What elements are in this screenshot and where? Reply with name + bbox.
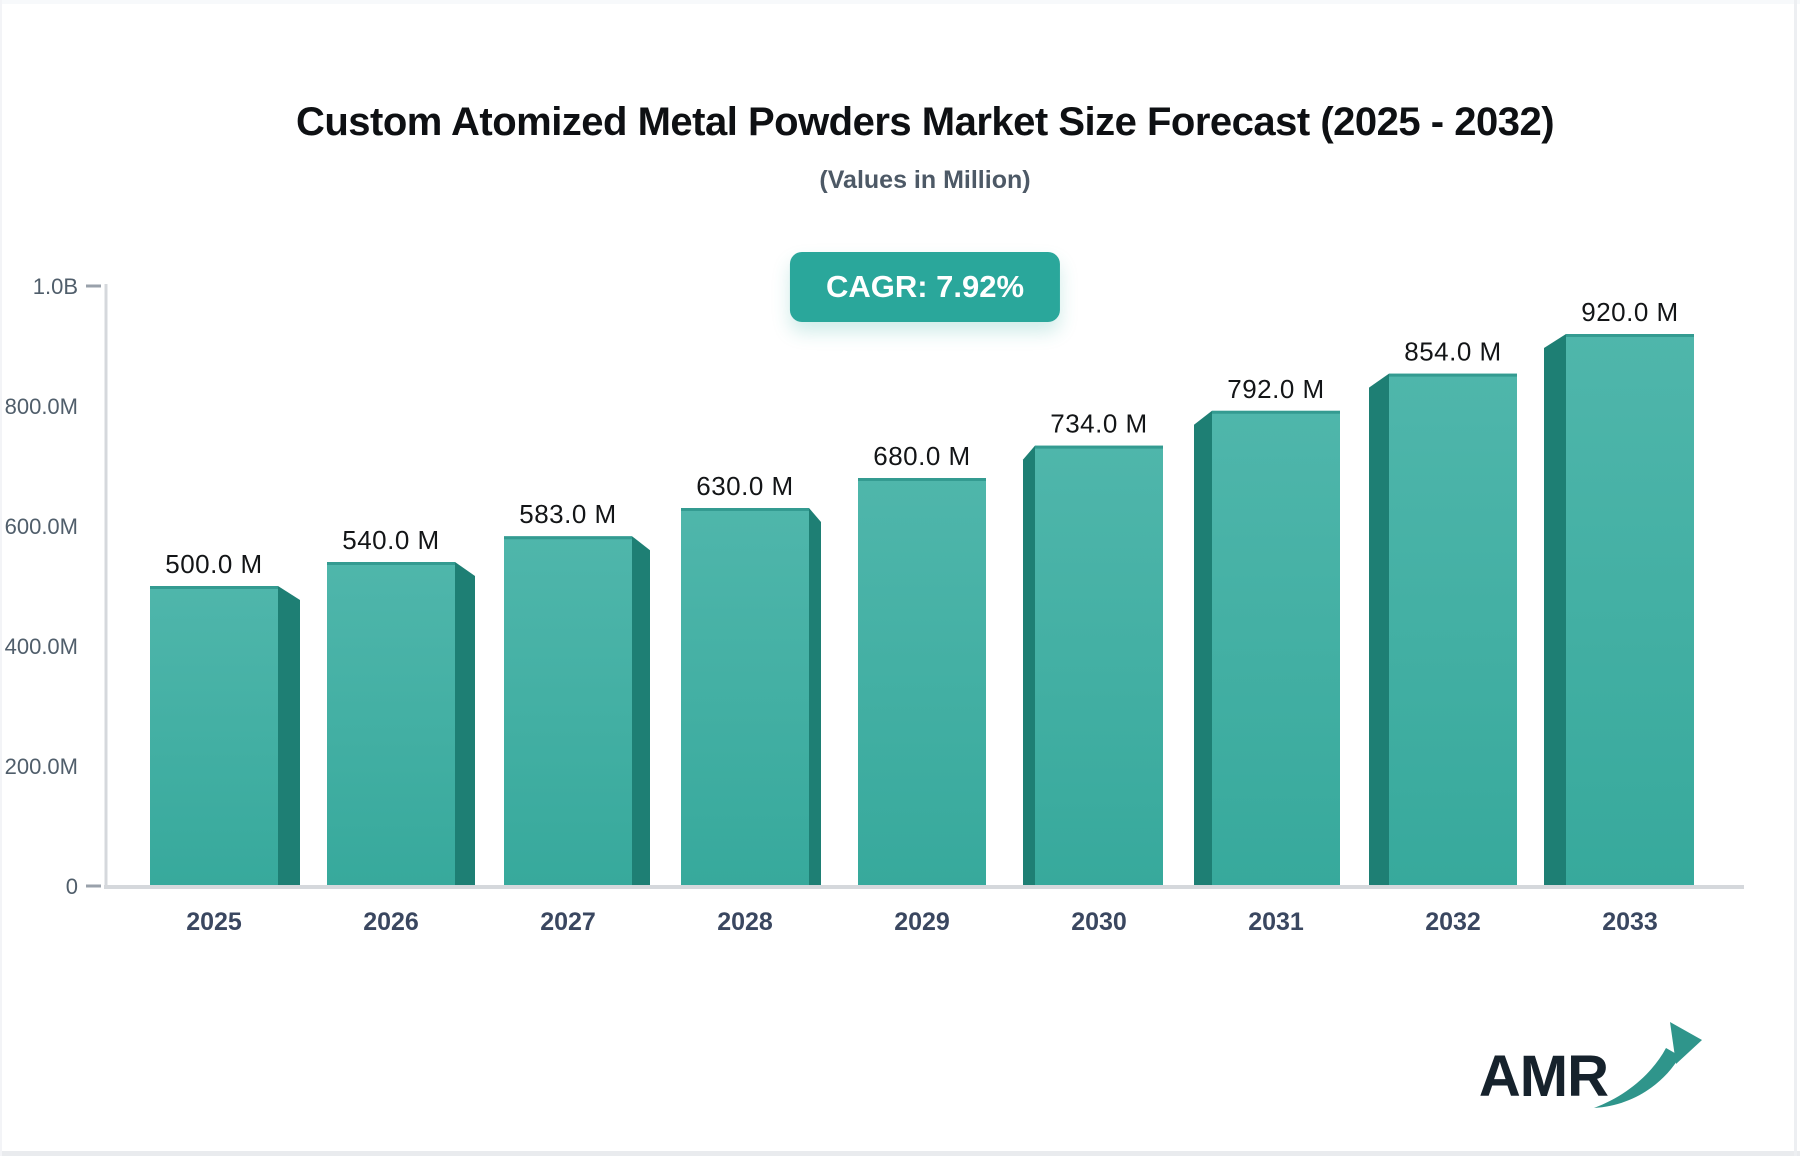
bar-2028 [681, 508, 809, 886]
x-axis-label: 2025 [186, 908, 242, 936]
y-axis-tick-label: 800.0M [5, 394, 78, 419]
top-edge-strip [0, 0, 1800, 4]
growth-arrow-icon [1594, 1022, 1702, 1108]
bar-value-label: 854.0 M [1404, 337, 1501, 367]
y-axis-tick-label: 1.0B [33, 274, 78, 299]
bar-2033 [1566, 334, 1694, 886]
x-axis-label: 2032 [1425, 908, 1481, 936]
x-axis-label: 2028 [717, 908, 773, 936]
bar-value-label: 500.0 M [165, 549, 262, 579]
bar-2029 [858, 478, 986, 886]
bar-value-label: 630.0 M [696, 471, 793, 501]
bar-side-face [455, 562, 475, 886]
x-axis-label: 2027 [540, 908, 596, 936]
page-subtitle: (Values in Million) [819, 166, 1031, 194]
x-axis-label: 2031 [1248, 908, 1304, 936]
bar-value-label: 680.0 M [873, 441, 970, 471]
bar-value-label: 920.0 M [1581, 297, 1678, 327]
bar-side-face [632, 536, 650, 886]
bar-side-face [809, 508, 821, 886]
bar-value-label: 734.0 M [1050, 409, 1147, 439]
y-axis-tick-label: 400.0M [5, 634, 78, 659]
bar-value-label: 540.0 M [342, 525, 439, 555]
bottom-edge-strip [0, 1151, 1800, 1156]
page-title: Custom Atomized Metal Powders Market Siz… [295, 100, 1555, 144]
bar-side-face [1194, 410, 1212, 886]
bar-2026 [327, 562, 455, 886]
bar-side-face [1369, 373, 1389, 887]
amr-logo: AMR [1478, 1020, 1704, 1109]
bar-2031 [1212, 410, 1340, 886]
left-edge-line [0, 0, 2, 1156]
x-axis-label: 2029 [894, 908, 950, 936]
bar-2025 [150, 586, 278, 886]
bar-2030 [1035, 445, 1163, 886]
bar-value-label: 583.0 M [519, 499, 616, 529]
bar-2027 [504, 536, 632, 886]
bar-side-face [1544, 334, 1566, 886]
logo-text: AMR [1478, 1044, 1609, 1109]
bar-2032 [1389, 373, 1517, 887]
bar-side-face [1023, 445, 1035, 886]
y-axis-tick-label: 0 [66, 874, 78, 899]
x-axis-label: 2026 [363, 908, 419, 936]
bar-side-face [278, 586, 300, 886]
cagr-badge: CAGR: 7.92% [789, 252, 1061, 322]
x-axis-label: 2033 [1602, 908, 1658, 936]
right-edge-line [1794, 0, 1797, 1156]
y-axis-tick-label: 600.0M [5, 514, 78, 539]
y-axis-tick-label: 200.0M [5, 754, 78, 779]
x-axis-label: 2030 [1071, 908, 1127, 936]
bar-value-label: 792.0 M [1227, 374, 1324, 404]
